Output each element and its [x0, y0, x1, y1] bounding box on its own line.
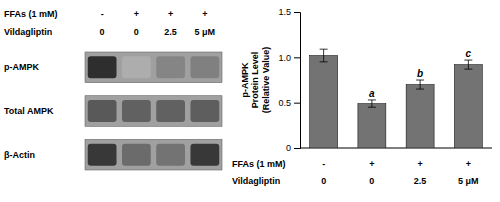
error-bar-stem: [323, 49, 324, 62]
error-bar-cap: [464, 69, 472, 70]
y-tick-mark: [294, 148, 300, 149]
y-tick-label: 1.5: [278, 7, 291, 17]
blot-band: [156, 56, 185, 78]
significance-letter: a: [369, 88, 375, 99]
bar: [310, 56, 338, 148]
lane-row-value: -: [101, 9, 104, 19]
gel-background: [85, 139, 222, 170]
error-bar-cap: [320, 61, 328, 62]
error-bar: [464, 60, 472, 69]
blot-panel: FFAs (1 mM) - + + + Vildagliptin 0 0 2.5 5 μM p-AM…: [4, 9, 222, 170]
error-bar-cap: [416, 80, 424, 81]
lane-row-value: 0: [100, 27, 105, 37]
blot-row-label: p-AMPK: [4, 62, 39, 72]
error-bar-cap: [416, 89, 424, 90]
y-axis: 0 0.5 1.0 1.5: [278, 7, 300, 153]
lane-row-label: Vildagliptin: [232, 176, 280, 186]
lane-row-value: +: [466, 159, 471, 169]
y-tick: 0: [286, 143, 300, 153]
lane-row-value: 0: [134, 27, 139, 37]
blot-band: [156, 144, 185, 166]
lane-row-value: 0: [321, 176, 326, 186]
blot-band: [122, 100, 151, 122]
y-tick-label: 0.5: [278, 98, 291, 108]
y-tick-mark: [294, 57, 300, 58]
y-tick-label: 0: [286, 143, 291, 153]
y-axis-title-line: p-AMPK: [240, 62, 250, 97]
lane-row-value: 5 μM: [195, 27, 216, 37]
lane-row-value: -: [322, 159, 325, 169]
blot-band: [122, 144, 151, 166]
significance-letter: b: [417, 68, 423, 79]
lane-row-label: Vildagliptin: [4, 27, 52, 37]
y-axis-title: p-AMPKProtein Level(Relative Value): [240, 47, 271, 114]
y-axis-line: [294, 13, 301, 149]
gel-background: [85, 96, 222, 127]
y-tick: 1.0: [278, 53, 300, 63]
error-bar-stem: [420, 80, 421, 89]
error-bar-cap: [320, 49, 328, 50]
blot-band: [190, 100, 219, 122]
bar: [406, 85, 434, 148]
y-tick-label: 1.0: [278, 53, 291, 63]
lane-row-value: 2.5: [414, 176, 427, 186]
lane-row-value: 2.5: [164, 27, 177, 37]
y-tick: 0.5: [278, 98, 300, 108]
blot-row-label: β-Actin: [4, 150, 35, 160]
blot-band: [156, 100, 185, 122]
y-axis-title-line: (Relative Value): [261, 47, 271, 114]
plot-area: [310, 49, 483, 148]
lane-row-value: +: [369, 159, 374, 169]
blot-band: [88, 56, 117, 78]
lane-row-value: 0: [369, 176, 374, 186]
gel-background: [85, 52, 222, 83]
y-tick: 1.5: [278, 7, 300, 17]
significance-letter: c: [466, 48, 472, 59]
bar: [454, 65, 482, 148]
error-bar-cap: [464, 60, 472, 61]
error-bar-cap: [368, 107, 376, 108]
y-tick-mark: [294, 12, 300, 13]
error-bar: [320, 49, 328, 62]
lane-row-value: +: [168, 9, 173, 19]
lane-row-value: 5 μM: [458, 176, 479, 186]
error-bar: [368, 100, 376, 107]
blot-band: [88, 144, 117, 166]
lane-row-value: +: [417, 159, 422, 169]
lane-row-value: +: [134, 9, 139, 19]
lane-row-value: +: [202, 9, 207, 19]
blot-band: [190, 56, 219, 78]
figure: FFAs (1 mM) - + + + Vildagliptin 0 0 2.5 5 μM p-AM…: [0, 0, 500, 202]
bar: [358, 104, 386, 148]
blot-band: [88, 100, 117, 122]
blot-band: [122, 56, 151, 78]
lane-row-label: FFAs (1 mM): [232, 159, 286, 169]
error-bar-cap: [368, 99, 376, 100]
y-axis-title-line: Protein Level: [250, 52, 260, 109]
lane-row-label: FFAs (1 mM): [4, 9, 58, 19]
error-bar-stem: [468, 60, 469, 69]
y-tick-mark: [294, 103, 300, 104]
error-bar: [416, 80, 424, 89]
blot-band: [190, 144, 219, 166]
blot-row-label: Total AMPK: [4, 106, 54, 116]
error-bar-stem: [371, 100, 372, 107]
bar-panel: 0 0.5 1.0 1.5 p-AMPKProtein Level(Relative V…: [232, 7, 492, 186]
